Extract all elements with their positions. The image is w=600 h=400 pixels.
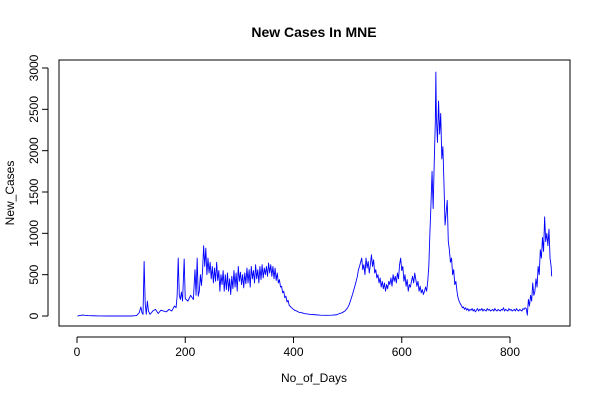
x-axis: 0 200 400 600 800 xyxy=(74,336,520,359)
x-tick-label: 800 xyxy=(500,345,520,359)
x-axis-label: No_of_Days xyxy=(281,371,347,385)
y-tick-label: 500 xyxy=(27,264,41,284)
series-layer xyxy=(77,71,553,317)
y-tick-label: 0 xyxy=(27,312,41,319)
x-tick-label: 200 xyxy=(175,345,195,359)
y-tick-label: 1000 xyxy=(27,220,41,247)
y-tick-label: 2500 xyxy=(27,96,41,123)
series-line xyxy=(77,71,553,317)
x-tick-label: 400 xyxy=(283,345,303,359)
chart-title: New Cases In MNE xyxy=(251,24,376,40)
y-axis-label: New_Cases xyxy=(3,161,17,226)
y-axis: 0 500 1000 1500 2000 2500 3000 xyxy=(27,54,49,319)
y-tick-label: 1500 xyxy=(27,178,41,205)
y-tick-label: 2000 xyxy=(27,137,41,164)
y-tick-label: 3000 xyxy=(27,54,41,81)
plot-frame xyxy=(58,59,571,327)
x-tick-label: 0 xyxy=(74,345,81,359)
x-tick-label: 600 xyxy=(392,345,412,359)
